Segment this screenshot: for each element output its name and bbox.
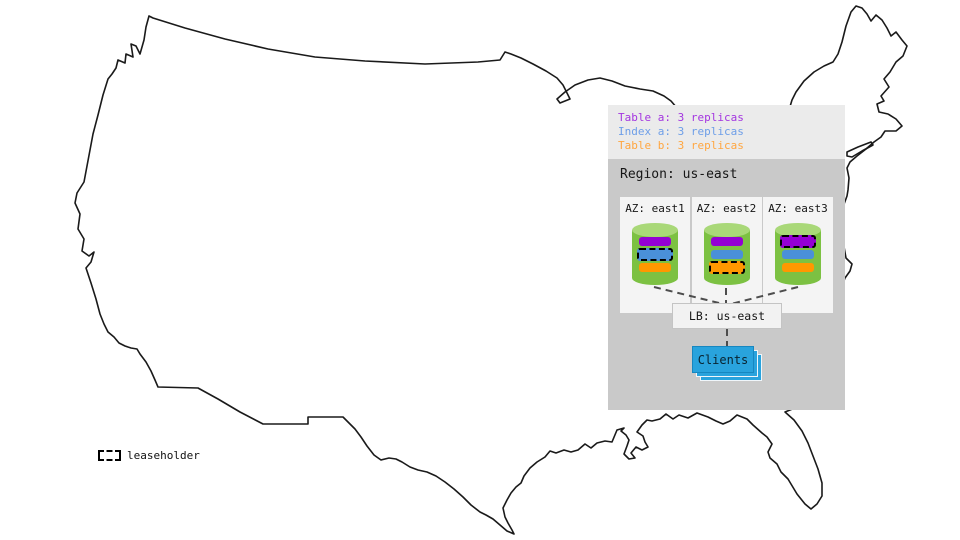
replica-bar	[708, 261, 745, 274]
legend-table-b: Table b: 3 replicas	[618, 139, 744, 152]
region-title: Region: us-east	[620, 167, 738, 182]
leaseholder-key: leaseholder	[98, 449, 200, 462]
replica-bar	[782, 250, 814, 259]
database-cylinder	[773, 221, 823, 287]
az-zone-east1: AZ: east1	[620, 197, 690, 313]
az-label: AZ: east3	[768, 202, 828, 215]
us-mainland-outline	[74, 5, 908, 535]
replica-legend-panel: Table a: 3 replicas Index a: 3 replicas …	[608, 105, 845, 159]
replica-bar	[780, 235, 816, 248]
az-row: AZ: east1 AZ: east2	[620, 197, 833, 313]
clients-stack: Clients	[692, 346, 762, 381]
az-label: AZ: east1	[625, 202, 685, 215]
clients-box: Clients	[692, 346, 754, 373]
az-zone-east3: AZ: east3	[763, 197, 833, 313]
database-cylinder	[702, 221, 752, 287]
legend-table-a: Table a: 3 replicas	[618, 111, 744, 124]
long-island-outline	[846, 141, 874, 158]
replica-bar	[637, 248, 673, 261]
legend-index-a: Index a: 3 replicas	[618, 125, 744, 138]
region-panel: Region: us-east AZ: east1 AZ: east2	[608, 159, 845, 410]
database-cylinder	[630, 221, 680, 287]
az-label: AZ: east2	[696, 202, 757, 215]
load-balancer-box: LB: us-east	[672, 303, 782, 329]
replica-bar	[639, 237, 671, 246]
replica-bar	[782, 263, 814, 272]
replica-bar	[639, 263, 671, 272]
az-zone-east2: AZ: east2	[691, 197, 762, 313]
leaseholder-key-label: leaseholder	[127, 449, 200, 462]
replica-bar	[710, 250, 743, 259]
load-balancer-label: LB: us-east	[688, 309, 766, 323]
replica-bar	[710, 237, 743, 246]
leaseholder-swatch-icon	[98, 450, 121, 461]
